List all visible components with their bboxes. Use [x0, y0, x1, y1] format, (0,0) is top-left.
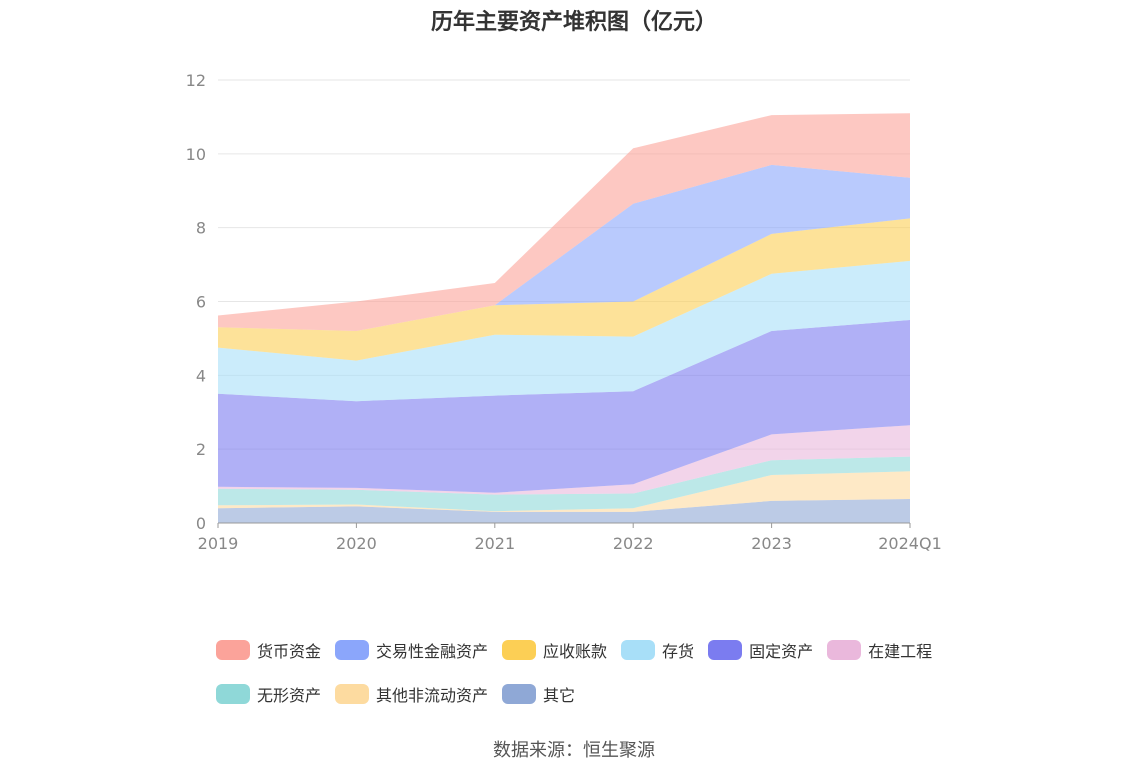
legend-swatch: [216, 684, 250, 704]
area-series: [218, 113, 910, 523]
area-交易性金融资产: [218, 164, 910, 331]
legend-label: 其它: [543, 686, 576, 705]
legend-label: 在建工程: [868, 642, 933, 661]
legend-item[interactable]: 其他非流动资产: [335, 682, 488, 706]
legend-item[interactable]: 无形资产: [216, 682, 321, 706]
legend-swatch: [827, 640, 862, 660]
legend-item[interactable]: 固定资产: [708, 638, 813, 662]
x-tick-label: 2020: [336, 534, 377, 553]
y-tick-label: 8: [196, 219, 206, 238]
legend-label: 其他非流动资产: [376, 686, 489, 705]
area-无形资产: [218, 456, 910, 512]
legend-swatch: [335, 684, 370, 704]
legend-item[interactable]: 存货: [621, 638, 694, 662]
legend-swatch: [216, 640, 250, 660]
y-tick-label: 4: [196, 366, 206, 385]
y-tick-label: 2: [196, 440, 206, 459]
area-其它: [218, 499, 910, 523]
legend-item[interactable]: 货币资金: [216, 638, 321, 662]
legend-swatch: [502, 684, 537, 704]
legend-item[interactable]: 其它: [502, 682, 575, 706]
legend-item[interactable]: 应收账款: [502, 638, 607, 662]
legend-label: 应收账款: [543, 642, 608, 661]
area-固定资产: [218, 320, 910, 493]
legend-label: 固定资产: [749, 642, 814, 661]
legend-item[interactable]: 交易性金融资产: [335, 638, 488, 662]
area-其他非流动资产: [218, 471, 910, 512]
y-tick-label: 12: [186, 71, 206, 90]
chart-title: 历年主要资产堆积图（亿元）: [430, 10, 717, 35]
area-货币资金: [218, 113, 910, 331]
legend-swatch: [621, 640, 656, 660]
axes: 0 2 4 6 8 10 12 2019 2020 2021 2022 2023 2024Q1: [186, 71, 942, 553]
area-存货: [218, 260, 910, 402]
x-tick-label: 2021: [474, 534, 515, 553]
stacked-area-chart: 0 2 4 6 8 10 12 2019 2020 2021 2022 2023 2024Q1: [186, 71, 942, 553]
y-tick-label: 10: [186, 145, 206, 164]
legend-swatch: [708, 640, 743, 660]
legend-swatch: [335, 640, 370, 660]
area-在建工程: [218, 425, 910, 495]
area-应收账款: [218, 218, 910, 361]
legend-label: 交易性金融资产: [376, 642, 489, 661]
y-tick-label: 0: [196, 514, 206, 533]
legend: 货币资金 交易性金融资产 应收账款 存货 固定资产 在建工程无形资产 其他非流动资产 其它: [216, 638, 976, 706]
y-tick-label: 6: [196, 293, 206, 312]
legend-item[interactable]: 在建工程: [827, 638, 932, 662]
data-source: 数据来源：恒生聚源: [493, 740, 655, 761]
legend-swatch: [502, 640, 537, 660]
legend-label: 无形资产: [257, 686, 322, 705]
x-tick-label: 2024Q1: [878, 534, 942, 553]
x-tick-label: 2023: [751, 534, 792, 553]
legend-label: 存货: [662, 642, 695, 661]
x-tick-label: 2019: [198, 534, 239, 553]
x-tick-label: 2022: [613, 534, 654, 553]
legend-label: 货币资金: [257, 642, 322, 661]
